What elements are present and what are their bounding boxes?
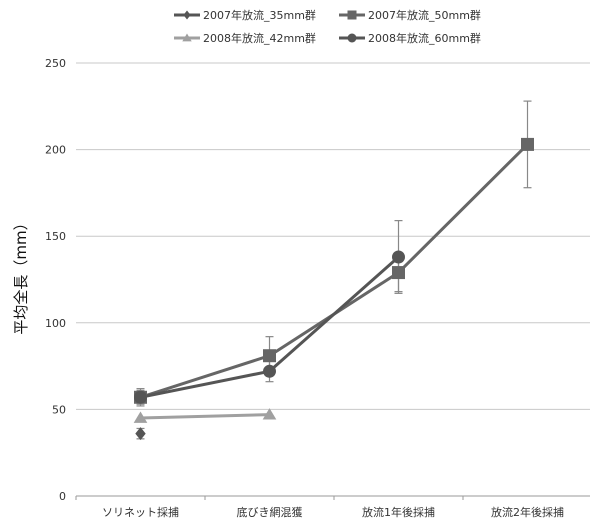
data-point-s1 xyxy=(521,137,534,151)
legend-marker xyxy=(182,33,192,42)
y-tick-label: 250 xyxy=(45,57,66,70)
legend-label: 2007年放流_50mm群 xyxy=(368,8,481,22)
data-point-s2 xyxy=(133,411,148,423)
error-bars xyxy=(136,100,532,440)
legend-item: 2008年放流_42mm群 xyxy=(174,31,316,45)
legend-item: 2007年放流_35mm群 xyxy=(174,8,316,22)
y-tick-label: 50 xyxy=(52,403,66,416)
legend-marker xyxy=(183,10,191,20)
series-lines xyxy=(140,143,529,420)
data-point-s2 xyxy=(262,408,277,420)
x-tick-label: 底びき網混獲 xyxy=(237,505,303,519)
series-markers xyxy=(133,137,534,441)
data-point-s1 xyxy=(392,266,405,280)
y-axis-label: 平均全長（mm） xyxy=(12,215,30,334)
y-tick-label: 150 xyxy=(45,230,66,243)
legend-item: 2008年放流_60mm群 xyxy=(339,31,481,45)
y-tick-label: 100 xyxy=(45,317,66,330)
legend-item: 2007年放流_50mm群 xyxy=(339,8,481,22)
x-tick-label: ソリネット採捕 xyxy=(102,505,179,519)
data-point-s0 xyxy=(135,427,146,441)
data-point-s1 xyxy=(263,349,276,363)
legend-label: 2007年放流_35mm群 xyxy=(203,8,316,22)
legend-label: 2008年放流_60mm群 xyxy=(368,31,481,45)
legend-marker xyxy=(347,10,357,20)
data-point-s3 xyxy=(392,250,405,264)
axes: 0 50 100 150 200 250 ソリネット採捕 底びき網混獲 放流1年後採捕 放流2年後… xyxy=(45,57,564,519)
legend-label: 2008年放流_42mm群 xyxy=(203,31,316,45)
series-line-s2 xyxy=(140,413,270,420)
data-point-s3 xyxy=(134,390,147,404)
gridlines xyxy=(76,62,590,497)
x-tick-label: 放流2年後採捕 xyxy=(491,505,564,519)
series-line-s1 xyxy=(140,143,529,399)
x-tick-label: 放流1年後採捕 xyxy=(362,505,435,519)
y-tick-label: 0 xyxy=(59,490,66,503)
y-tick-label: 200 xyxy=(45,144,66,157)
legend: 2007年放流_35mm群 2007年放流_50mm群 2008年放流_42mm群 2… xyxy=(174,8,481,45)
legend-marker xyxy=(347,33,357,43)
data-point-s3 xyxy=(263,364,276,378)
